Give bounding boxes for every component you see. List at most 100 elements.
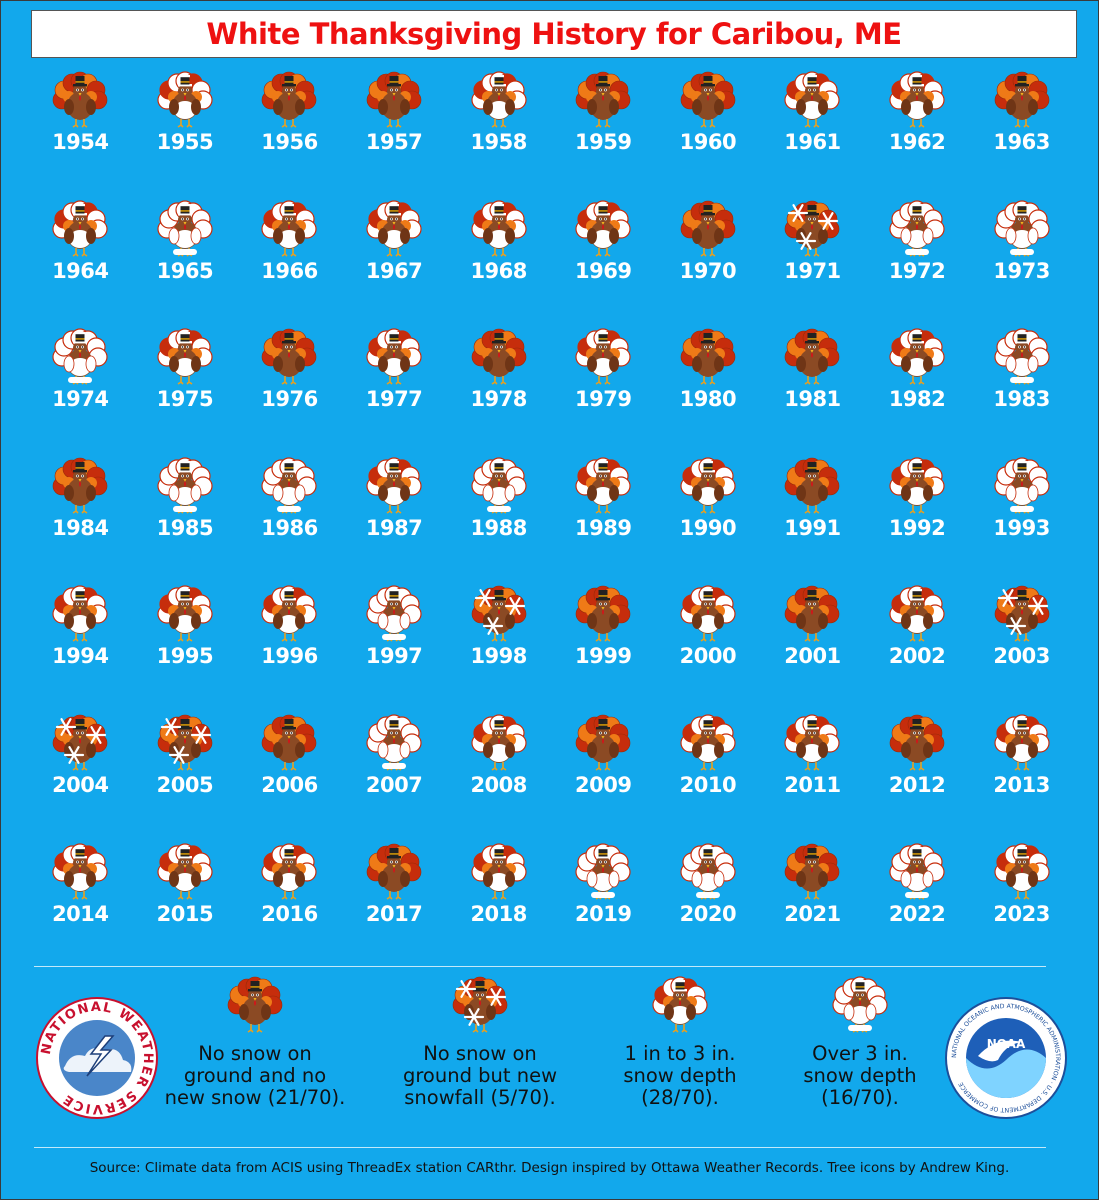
turkey-icon-depth3 xyxy=(157,199,213,257)
year-cell: 1976 xyxy=(237,327,342,456)
year-cell: 1969 xyxy=(551,199,656,328)
turkey-icon-depth1 xyxy=(889,585,945,643)
turkey-icon-none xyxy=(680,71,736,128)
year-cell: 1980 xyxy=(656,327,761,456)
year-label: 1994 xyxy=(52,644,109,669)
turkey-icon-depth3 xyxy=(261,457,318,514)
turkey-icon-depth1 xyxy=(471,842,527,900)
source-note: Source: Climate data from ACIS using Thr… xyxy=(89,1160,1010,1176)
year-cell: 2017 xyxy=(342,842,447,971)
year-cell: 1991 xyxy=(760,456,865,585)
year-label: 1960 xyxy=(679,130,737,154)
divider-top xyxy=(34,966,1046,967)
year-cell: 1962 xyxy=(865,70,970,199)
year-cell: 1987 xyxy=(342,456,447,585)
year-cell: 1997 xyxy=(342,584,447,713)
turkey-icon-none xyxy=(785,843,840,900)
year-cell: 2000 xyxy=(656,584,761,713)
nws-logo: NATIONAL WEATHER SERVICE xyxy=(36,997,158,1119)
turkey-icon-depth1 xyxy=(366,199,422,257)
year-label: 1975 xyxy=(156,387,214,412)
year-label: 1954 xyxy=(52,130,109,154)
year-cell: 2021 xyxy=(760,842,865,971)
turkey-icon-depth3 xyxy=(157,457,213,514)
year-label: 2020 xyxy=(679,901,737,926)
turkey-icon-depth3 xyxy=(994,199,1050,257)
year-cell: 1978 xyxy=(446,327,551,456)
turkey-icon-none xyxy=(52,71,108,128)
year-cell: 1967 xyxy=(342,199,447,328)
turkey-icon-none xyxy=(889,714,945,771)
legend-label: 1 in to 3 in. snow depth (28/70). xyxy=(623,1042,737,1109)
turkey-icon-depth3 xyxy=(994,457,1050,514)
year-label: 2023 xyxy=(993,901,1050,926)
turkey-icon-none xyxy=(575,714,631,771)
turkey-icon-none xyxy=(680,328,736,385)
year-cell: 1990 xyxy=(656,456,761,585)
year-label: 2015 xyxy=(156,901,214,926)
year-label: 1991 xyxy=(784,515,841,540)
turkey-icon-depth3 xyxy=(680,842,736,900)
year-cell: 1998 xyxy=(446,584,551,713)
turkey-icon-depth3 xyxy=(889,199,945,257)
year-cell: 1996 xyxy=(237,584,342,713)
year-label: 1956 xyxy=(261,130,318,154)
year-label: 1965 xyxy=(156,258,214,283)
year-label: 2014 xyxy=(52,901,109,926)
year-label: 2009 xyxy=(575,772,632,797)
turkey-icon-none xyxy=(575,586,631,643)
title-box: White Thanksgiving History for Caribou, … xyxy=(31,10,1077,58)
year-cell: 2020 xyxy=(656,842,761,971)
year-cell: 1974 xyxy=(28,327,133,456)
year-label: 2019 xyxy=(575,901,632,926)
year-label: 1970 xyxy=(679,258,737,283)
year-label: 1990 xyxy=(679,515,737,540)
year-cell: 1984 xyxy=(28,456,133,585)
year-cell: 2011 xyxy=(760,713,865,842)
legend-item-none: No snow on ground and no new snow (21/70… xyxy=(145,975,365,1109)
year-cell: 2010 xyxy=(656,713,761,842)
year-cell: 1964 xyxy=(28,199,133,328)
year-cell: 1999 xyxy=(551,584,656,713)
year-label: 1958 xyxy=(470,130,527,154)
year-cell: 1977 xyxy=(342,327,447,456)
noaa-text: NOAA xyxy=(987,1037,1026,1051)
year-label: 2012 xyxy=(888,772,946,797)
year-label: 1973 xyxy=(993,258,1050,283)
year-label: 1966 xyxy=(261,258,318,283)
turkey-icon-depth1 xyxy=(784,71,841,128)
legend-label: Over 3 in. snow depth (16/70). xyxy=(803,1042,917,1109)
turkey-icon-new xyxy=(157,714,213,771)
year-label: 2000 xyxy=(679,644,737,669)
year-label: 1972 xyxy=(888,258,946,283)
year-label: 1967 xyxy=(365,258,423,283)
turkey-icon-depth1 xyxy=(784,714,841,771)
year-label: 1955 xyxy=(156,130,214,154)
turkey-icon-new xyxy=(52,714,108,771)
year-label: 2016 xyxy=(261,901,318,926)
year-label: 1997 xyxy=(365,644,423,669)
year-cell: 1968 xyxy=(446,199,551,328)
turkey-icon-none xyxy=(785,457,840,514)
legend-label: No snow on ground but new snowfall (5/70… xyxy=(402,1042,558,1109)
year-cell: 1954 xyxy=(28,70,133,199)
year-label: 1971 xyxy=(784,258,841,283)
year-label: 1963 xyxy=(993,130,1050,154)
year-label: 2008 xyxy=(470,772,527,797)
year-cell: 1966 xyxy=(237,199,342,328)
year-label: 2022 xyxy=(888,901,946,926)
turkey-icon-depth1 xyxy=(157,328,213,385)
turkey-icon-depth1 xyxy=(994,714,1050,771)
year-cell: 2001 xyxy=(760,584,865,713)
year-cell: 2006 xyxy=(237,713,342,842)
year-cell: 1956 xyxy=(237,70,342,199)
year-label: 1986 xyxy=(261,515,318,540)
turkey-icon-depth1 xyxy=(889,71,945,128)
year-label: 1979 xyxy=(575,387,632,412)
year-label: 1988 xyxy=(470,515,527,540)
year-cell: 2014 xyxy=(28,842,133,971)
year-cell: 1963 xyxy=(969,70,1074,199)
legend-turkey-icon-depth1 xyxy=(652,976,708,1033)
year-label: 2021 xyxy=(784,901,841,926)
turkey-icon-none xyxy=(471,328,526,385)
